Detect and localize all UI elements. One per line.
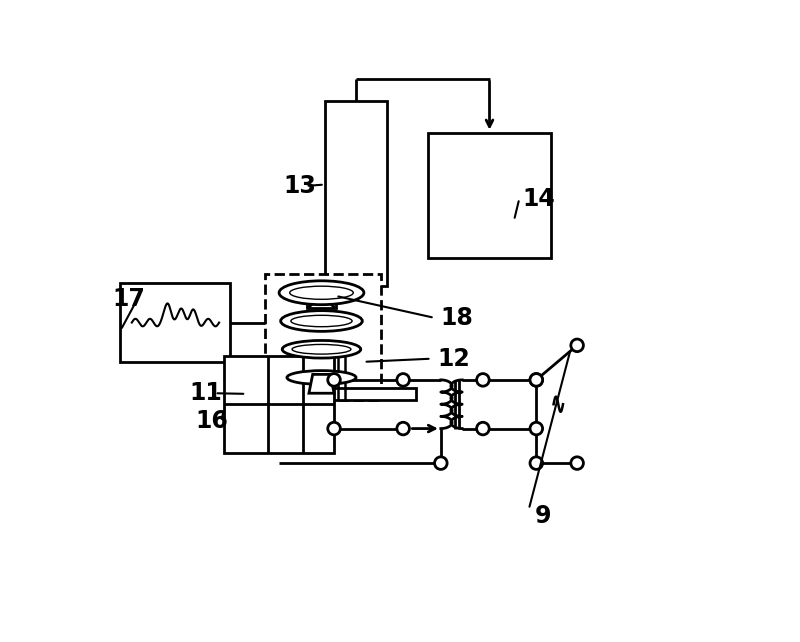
Polygon shape — [309, 374, 334, 394]
Text: 12: 12 — [438, 347, 470, 370]
Text: 16: 16 — [196, 410, 229, 433]
Ellipse shape — [290, 286, 354, 299]
Polygon shape — [224, 356, 334, 453]
Polygon shape — [265, 274, 381, 399]
Circle shape — [571, 339, 583, 352]
Circle shape — [530, 422, 542, 435]
Polygon shape — [227, 388, 416, 399]
Circle shape — [328, 374, 340, 386]
Ellipse shape — [279, 281, 364, 305]
Text: 14: 14 — [522, 187, 555, 211]
Circle shape — [397, 422, 410, 435]
Ellipse shape — [282, 340, 361, 358]
Circle shape — [328, 422, 340, 435]
Polygon shape — [428, 132, 550, 258]
Polygon shape — [121, 283, 230, 362]
Text: 13: 13 — [284, 174, 317, 198]
Text: 17: 17 — [112, 287, 146, 311]
Polygon shape — [325, 101, 387, 286]
Ellipse shape — [287, 370, 356, 385]
Text: 18: 18 — [441, 306, 474, 330]
Circle shape — [571, 457, 583, 469]
Circle shape — [477, 422, 489, 435]
Circle shape — [434, 457, 447, 469]
Circle shape — [530, 457, 542, 469]
Ellipse shape — [281, 311, 362, 331]
Circle shape — [397, 374, 410, 386]
Text: 11: 11 — [190, 381, 222, 405]
Polygon shape — [307, 283, 336, 308]
Circle shape — [530, 374, 542, 386]
Circle shape — [477, 374, 489, 386]
Ellipse shape — [291, 315, 352, 327]
Circle shape — [530, 374, 542, 386]
Ellipse shape — [292, 344, 351, 354]
Text: 9: 9 — [535, 504, 551, 528]
